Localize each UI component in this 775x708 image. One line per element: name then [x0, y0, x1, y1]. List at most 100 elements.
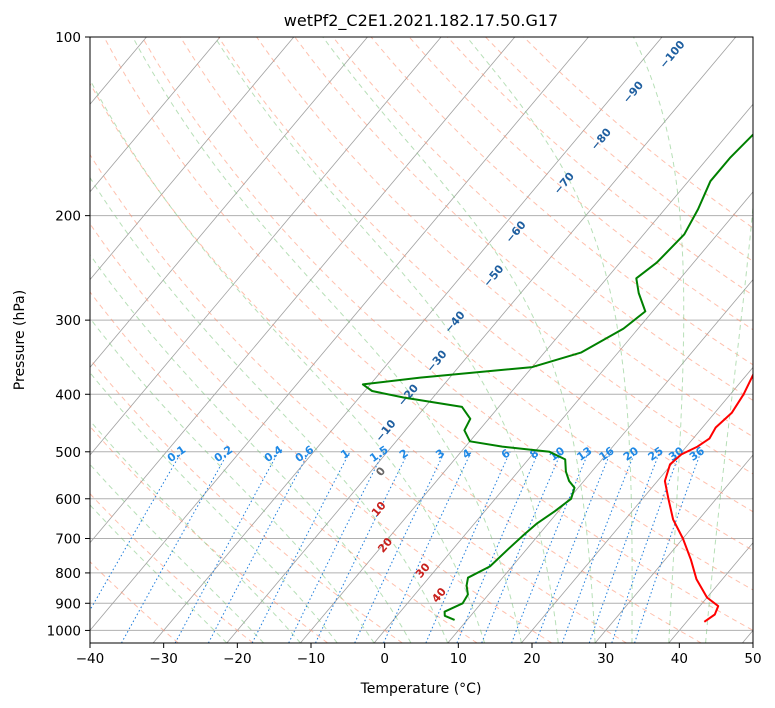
dry-adiabat-label: −70 [551, 170, 577, 197]
x-tick-label: 30 [597, 651, 614, 667]
dry-adiabat-label: 40 [429, 585, 449, 605]
dry-adiabat-label: −50 [481, 262, 507, 289]
dry-adiabat-label: −20 [395, 381, 421, 408]
mixing-ratio-label: 0.4 [262, 443, 286, 465]
mixing-ratio-line [481, 451, 562, 643]
y-tick-label: 900 [55, 596, 81, 612]
sounding-profiles [361, 133, 753, 623]
moist-adiabat-line [90, 253, 412, 643]
x-tick-label: 40 [671, 651, 688, 667]
moist-adiabat-line [90, 371, 338, 643]
isotherm-line [90, 37, 295, 281]
dry-adiabat-line [447, 37, 753, 296]
x-tick-label: 0 [380, 651, 389, 667]
mixing-ratio-label: 20 [621, 444, 641, 464]
mixing-ratio-line [425, 451, 511, 643]
mixing-ratio-line [90, 451, 183, 612]
dry-adiabat-line [90, 358, 403, 643]
y-axis-ticks: 100 200 300 400 500 600 700 800 900 1000 [47, 30, 90, 639]
mixing-ratio-label: 1 [338, 447, 352, 462]
plot-area: 0.1 0.2 0.4 0.6 1 1.5 2 3 4 6 8 10 13 16 20 25 30 36−100−… [0, 37, 753, 643]
moist-adiabat-line [214, 37, 559, 643]
chart-title: wetPf2_C2E1.2021.182.17.50.G17 [284, 11, 558, 31]
x-axis-label: Temperature (°C) [360, 681, 482, 697]
y-tick-label: 500 [55, 445, 81, 461]
y-tick-label: 1000 [47, 623, 81, 639]
dry-adiabat-label: −10 [373, 417, 399, 444]
isotherm-line [90, 37, 589, 632]
dry-adiabat-line [179, 37, 753, 551]
mixing-ratio-line [383, 451, 472, 643]
mixing-ratio-line [456, 451, 540, 643]
mixing-ratio-line [121, 451, 229, 643]
isotherm-line [447, 279, 753, 643]
mixing-ratio-label: 25 [646, 444, 666, 463]
moist-adiabat-line [132, 37, 522, 643]
mixing-ratio-line [354, 451, 446, 643]
mixing-ratio-line [634, 451, 702, 643]
dry-adiabat-label: −40 [442, 308, 468, 335]
dry-adiabat-line [256, 37, 753, 475]
dry-adiabat-label: −100 [657, 38, 688, 71]
x-tick-label: 10 [450, 651, 467, 667]
dry-adiabat-line [103, 37, 753, 631]
mixing-ratio-line [174, 451, 279, 643]
moist-adiabat-line [90, 176, 449, 643]
dewpoint-profile [361, 133, 753, 621]
mixing-ratio-line [511, 451, 590, 643]
mixing-ratio-label: 16 [597, 444, 617, 464]
mixing-ratio-label: 0.6 [293, 443, 317, 465]
y-tick-label: 300 [55, 313, 81, 329]
dry-adiabat-line [332, 37, 753, 402]
dry-adiabat-line [90, 82, 702, 643]
isotherm-line [373, 191, 753, 643]
mixing-ratio-line [251, 451, 351, 643]
mixing-ratio-label: 2 [397, 447, 411, 462]
mixing-ratio-label: 13 [574, 444, 594, 463]
mixing-ratio-line [315, 451, 409, 643]
dry-adiabat-line [90, 222, 553, 643]
isotherm-line [0, 37, 73, 643]
isotherm-line [668, 542, 753, 643]
y-tick-label: 800 [55, 566, 81, 582]
dry-adiabat-line [90, 425, 328, 643]
dry-adiabat-line [294, 37, 753, 438]
dry-adiabat-label: 30 [413, 560, 433, 580]
temperature-profile [663, 372, 753, 623]
isotherm-line [594, 454, 753, 643]
isotherm-line [152, 37, 663, 643]
moist-adiabat-line [90, 420, 301, 643]
moist-adiabat-line [633, 37, 685, 643]
isotherm-line [226, 37, 737, 643]
mixing-ratio-line [611, 451, 681, 643]
moist-adiabat-line [90, 78, 486, 643]
moist-adiabat-line [705, 201, 753, 643]
y-axis-label: Pressure (hPa) [12, 290, 28, 390]
isotherm-line [90, 37, 442, 456]
moist-adiabat-line [322, 37, 596, 643]
x-axis-ticks: −40 −30 −20 −10 0 10 20 30 40 50 [76, 643, 762, 667]
moist-adiabat-line [90, 463, 264, 643]
axes-frame [89, 36, 754, 644]
x-tick-label: −40 [76, 651, 105, 667]
isotherm-line [90, 37, 221, 193]
dry-adiabat-label: 0 [373, 464, 388, 478]
dry-adiabat-line [90, 560, 179, 643]
mixing-ratio-line [561, 451, 636, 643]
x-tick-label: −30 [149, 651, 178, 667]
y-tick-label: 200 [55, 209, 81, 225]
dry-adiabat-line [485, 37, 753, 262]
x-tick-label: 20 [523, 651, 540, 667]
isotherm-line [90, 37, 368, 368]
x-tick-label: 50 [744, 651, 761, 667]
dry-adiabat-line [408, 37, 753, 331]
moist-adiabats [90, 37, 753, 643]
isotherm-line [742, 629, 753, 643]
dry-adiabat-label: −30 [424, 347, 450, 374]
mixing-ratio-line [207, 451, 310, 643]
moist-adiabat-line [466, 37, 633, 643]
dry-adiabats [90, 37, 753, 643]
isotherm-line [521, 366, 753, 643]
mixing-ratio-label: 6 [499, 446, 513, 461]
